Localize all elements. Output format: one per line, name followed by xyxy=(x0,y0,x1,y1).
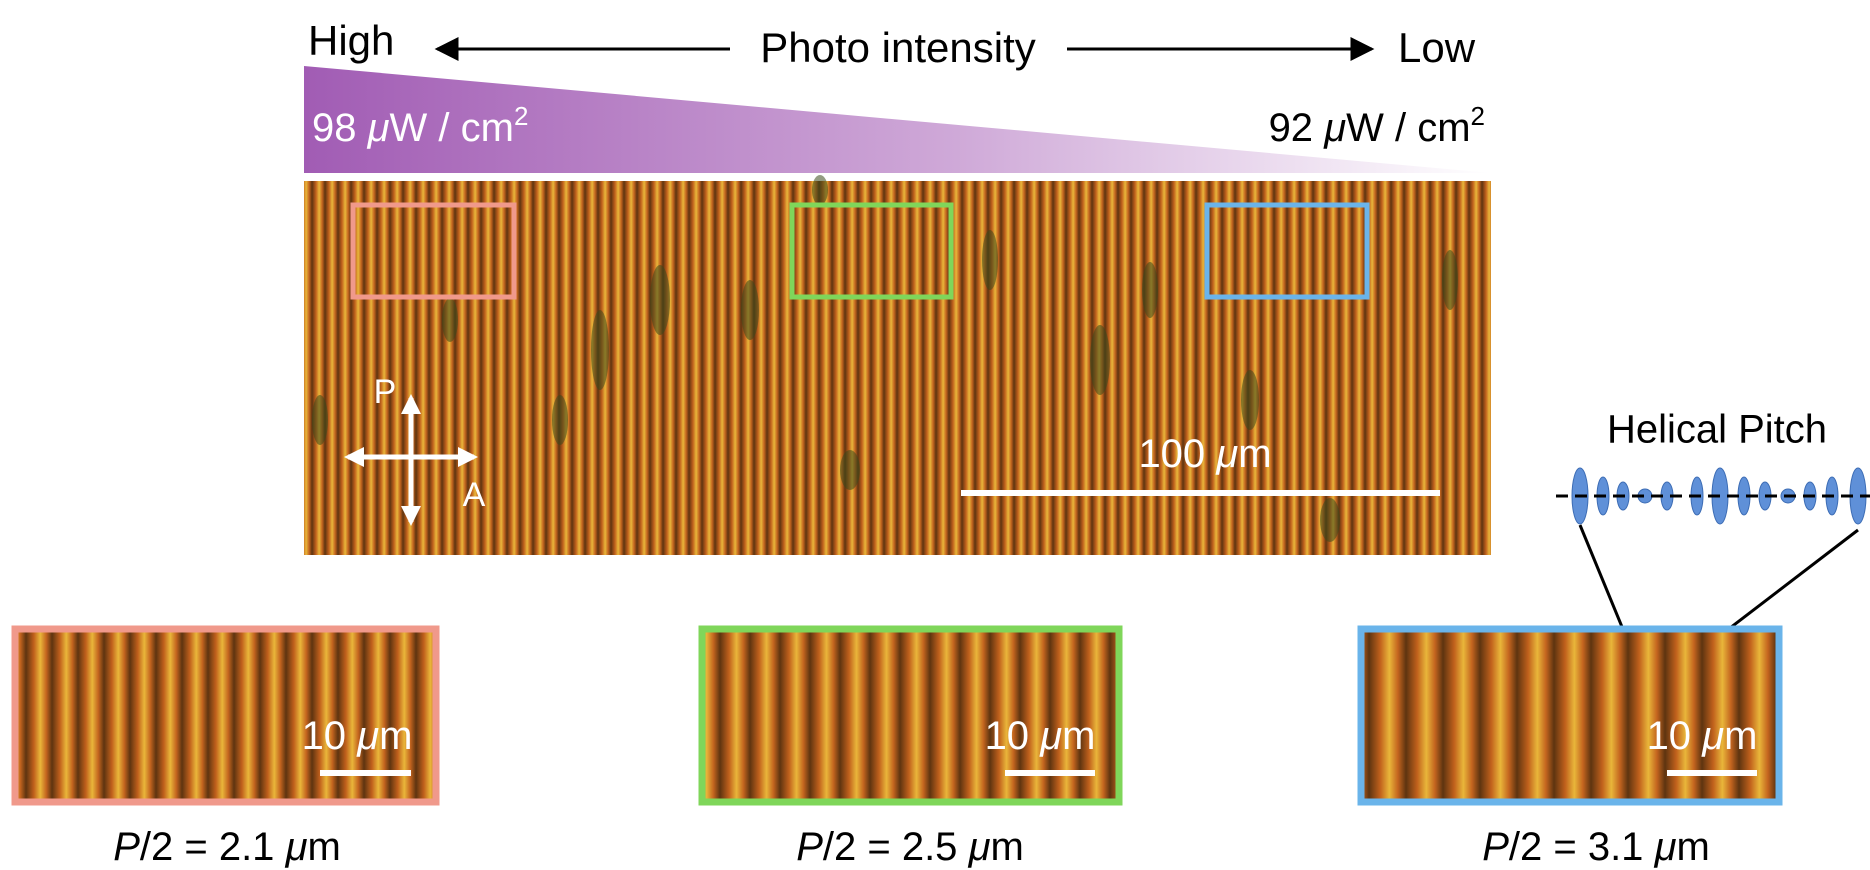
header-title: Photo intensity xyxy=(760,24,1036,71)
inset-caption: P/2 = 2.1 μm xyxy=(113,825,341,869)
figure: High Photo intensity Low 98 μW / cm2 92 … xyxy=(0,0,1870,870)
micrograph: P A 100 μm xyxy=(304,175,1491,555)
inset-3: 10 μm P/2 = 3.1 μm xyxy=(1361,629,1779,869)
polarizer-label: P xyxy=(374,373,397,411)
scale-bar-label: 100 μm xyxy=(1138,432,1271,476)
high-label: High xyxy=(308,17,394,64)
inset-caption: P/2 = 3.1 μm xyxy=(1482,825,1710,869)
inset-scale-label: 10 μm xyxy=(302,714,413,758)
inset-scale-label: 10 μm xyxy=(1647,714,1758,758)
inset-2: 10 μm P/2 = 2.5 μm xyxy=(702,629,1119,869)
inset-caption: P/2 = 2.5 μm xyxy=(796,825,1024,869)
helix-label: Helical Pitch xyxy=(1607,408,1827,452)
intensity-low: 92 μW / cm2 xyxy=(1269,101,1485,150)
intensity-high: 98 μW / cm2 xyxy=(312,101,528,150)
inset-scale-label: 10 μm xyxy=(985,714,1096,758)
analyzer-label: A xyxy=(463,476,486,514)
inset-1: 10 μm P/2 = 2.1 μm xyxy=(15,629,436,869)
low-label: Low xyxy=(1398,24,1476,71)
